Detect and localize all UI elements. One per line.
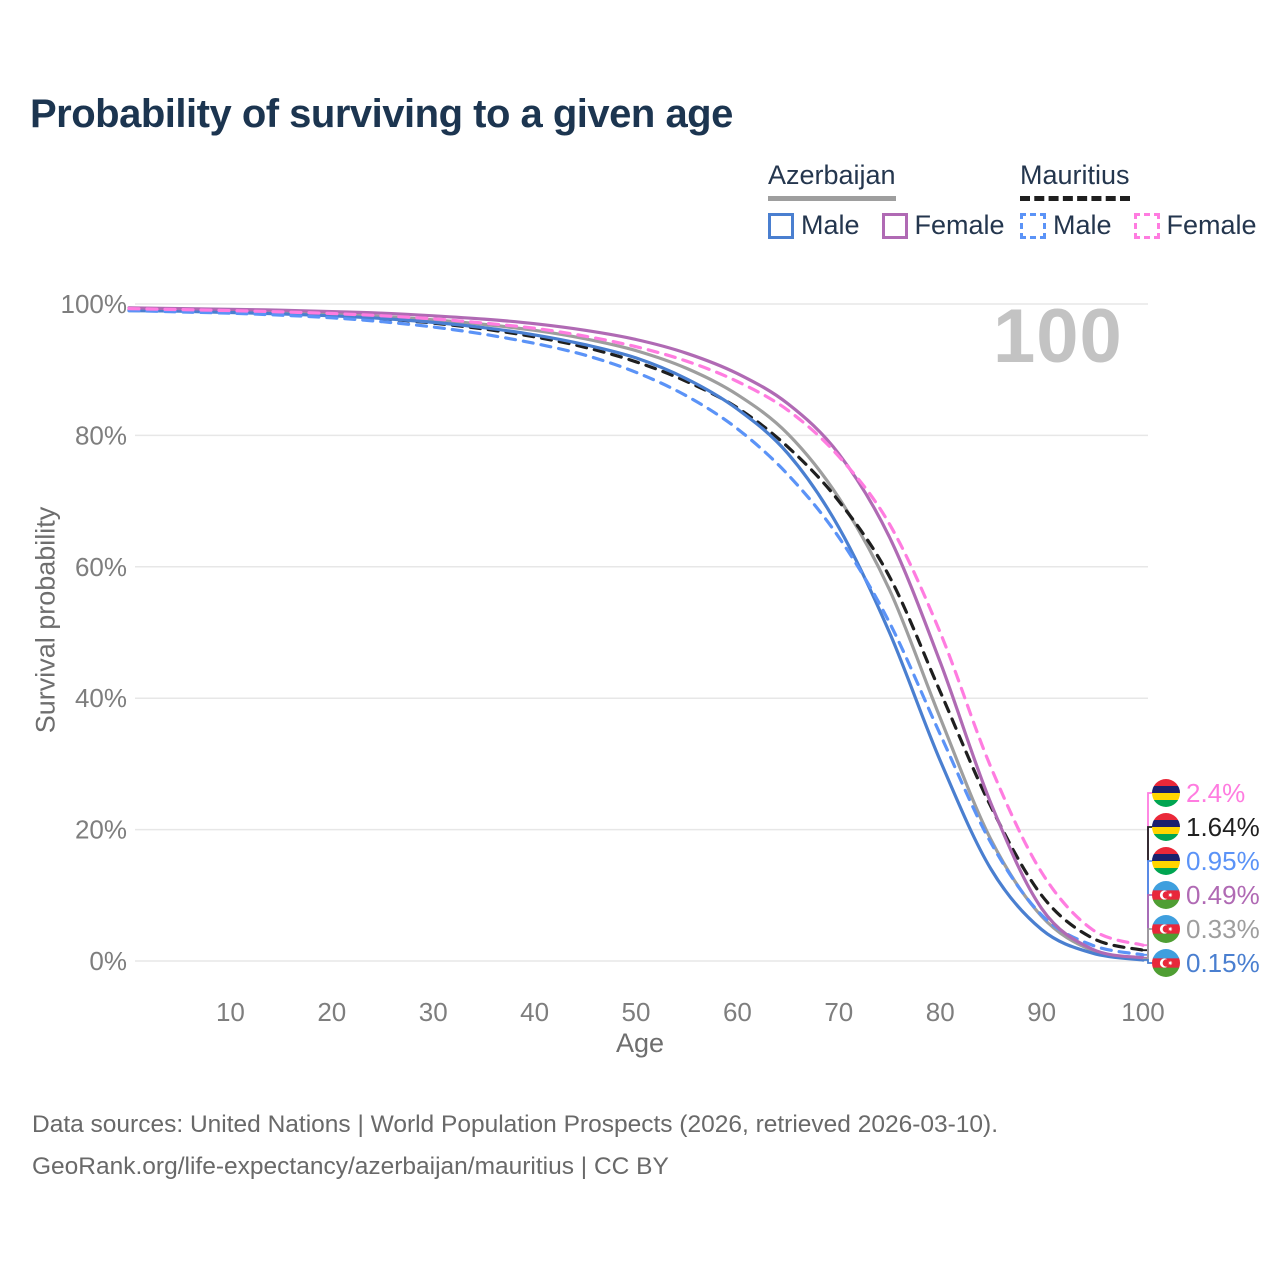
flag-mauritius-icon: [1152, 813, 1180, 841]
x-tick-label: 30: [419, 997, 448, 1027]
azerbaijan-male-swatch-icon: [768, 212, 794, 239]
x-tick-label: 50: [622, 997, 651, 1027]
footer-data-sources: Data sources: United Nations | World Pop…: [32, 1111, 999, 1138]
series-line-azerbaijan-female[interactable]: [127, 306, 1145, 960]
legend-item-label: Male: [801, 210, 860, 240]
x-tick-label: 20: [317, 997, 346, 1027]
x-tick-label: 10: [216, 997, 245, 1027]
annotation-azerbaijan-male: 0.15%: [1152, 947, 1260, 978]
legend-item-label: Female: [1166, 210, 1257, 240]
annotation-value: 1.64%: [1186, 811, 1260, 842]
x-axis-title: Age: [615, 1028, 665, 1058]
y-axis-title: Survival probability: [30, 506, 61, 734]
series-line-mauritius-male[interactable]: [127, 309, 1145, 957]
annotation-azerbaijan-female: 0.49%: [1152, 879, 1260, 910]
legend-group-azerbaijan: Azerbaijan Male Female: [768, 160, 1005, 241]
x-tick-label: 70: [824, 997, 853, 1027]
flag-azerbaijan-icon: [1152, 915, 1180, 943]
x-tick-label: 100: [1121, 997, 1164, 1027]
legend-item-azerbaijan-female[interactable]: Female: [881, 210, 1005, 241]
legend-item-azerbaijan-male[interactable]: Male: [768, 210, 860, 241]
leader-line-azerbaijan: [1143, 959, 1153, 964]
flag-azerbaijan-icon: [1152, 881, 1180, 909]
y-tick-label: 20%: [75, 815, 127, 845]
x-tick-label: 90: [1027, 997, 1056, 1027]
leader-line-azerbaijan: [1143, 894, 1153, 959]
legend-item-label: Female: [914, 210, 1005, 240]
series-line-azerbaijan-male[interactable]: [127, 309, 1145, 962]
flag-mauritius-icon: [1152, 847, 1180, 875]
y-tick-label: 0%: [89, 946, 127, 976]
annotation-value: 2.4%: [1186, 777, 1246, 808]
series-line-azerbaijan[interactable]: [127, 307, 1145, 961]
azerbaijan-female-swatch-icon: [881, 212, 908, 239]
leader-line-azerbaijan: [1143, 928, 1153, 960]
annotation-mauritius-male: 0.95%: [1152, 845, 1260, 876]
annotation-azerbaijan: 0.33%: [1152, 913, 1260, 944]
annotation-value: 0.33%: [1186, 913, 1260, 944]
legend-item-label: Male: [1053, 210, 1112, 240]
age-watermark: 100: [993, 294, 1123, 379]
annotation-mauritius-female: 2.4%: [1152, 777, 1246, 808]
annotation-mauritius: 1.64%: [1152, 811, 1260, 842]
x-tick-label: 80: [926, 997, 955, 1027]
flag-azerbaijan-icon: [1152, 949, 1180, 977]
x-tick-label: 40: [520, 997, 549, 1027]
footer: Data sources: United Nations | World Pop…: [32, 1104, 998, 1188]
y-tick-label: 40%: [75, 683, 127, 713]
footer-attribution: GeoRank.org/life-expectancy/azerbaijan/m…: [32, 1153, 669, 1180]
chart-title: Probability of surviving to a given age: [30, 92, 733, 136]
mauritius-female-swatch-icon: [1133, 212, 1160, 239]
legend-country-azerbaijan: Azerbaijan: [768, 160, 896, 201]
legend-item-mauritius-female[interactable]: Female: [1133, 210, 1257, 241]
annotation-value: 0.15%: [1186, 947, 1260, 978]
legend-group-mauritius: Mauritius Male Female: [1020, 160, 1257, 241]
y-tick-label: 80%: [75, 420, 127, 450]
mauritius-male-swatch-icon: [1020, 212, 1046, 239]
legend-item-mauritius-male[interactable]: Male: [1020, 210, 1112, 241]
x-tick-label: 60: [723, 997, 752, 1027]
annotation-value: 0.95%: [1186, 845, 1260, 876]
flag-mauritius-icon: [1152, 779, 1180, 807]
series-line-mauritius-female[interactable]: [127, 307, 1145, 947]
y-tick-label: 60%: [75, 552, 127, 582]
legend-country-mauritius: Mauritius: [1020, 160, 1130, 201]
annotation-value: 0.49%: [1186, 879, 1260, 910]
y-tick-label: 100%: [61, 289, 128, 319]
series-line-mauritius[interactable]: [127, 308, 1145, 952]
